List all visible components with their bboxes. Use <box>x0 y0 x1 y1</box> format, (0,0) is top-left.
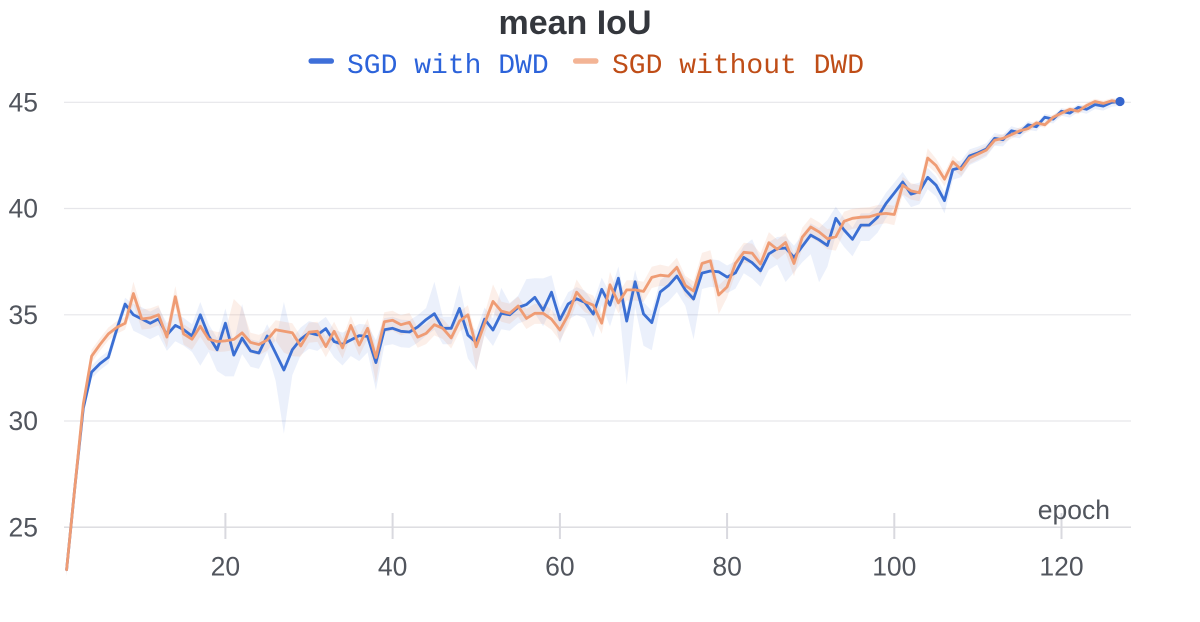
svg-text:40: 40 <box>378 552 407 582</box>
svg-text:40: 40 <box>9 194 38 224</box>
svg-text:80: 80 <box>712 552 741 582</box>
svg-text:100: 100 <box>872 552 916 582</box>
svg-text:25: 25 <box>9 512 38 542</box>
svg-text:30: 30 <box>9 406 38 436</box>
svg-text:SGD with DWD: SGD with DWD <box>347 51 549 82</box>
svg-text:epoch: epoch <box>1038 495 1110 525</box>
svg-text:60: 60 <box>545 552 574 582</box>
svg-text:mean IoU: mean IoU <box>498 4 651 42</box>
svg-text:20: 20 <box>211 552 240 582</box>
svg-text:SGD without DWD: SGD without DWD <box>612 51 864 82</box>
svg-text:35: 35 <box>9 300 38 330</box>
svg-text:120: 120 <box>1039 552 1083 582</box>
svg-text:45: 45 <box>9 88 38 118</box>
